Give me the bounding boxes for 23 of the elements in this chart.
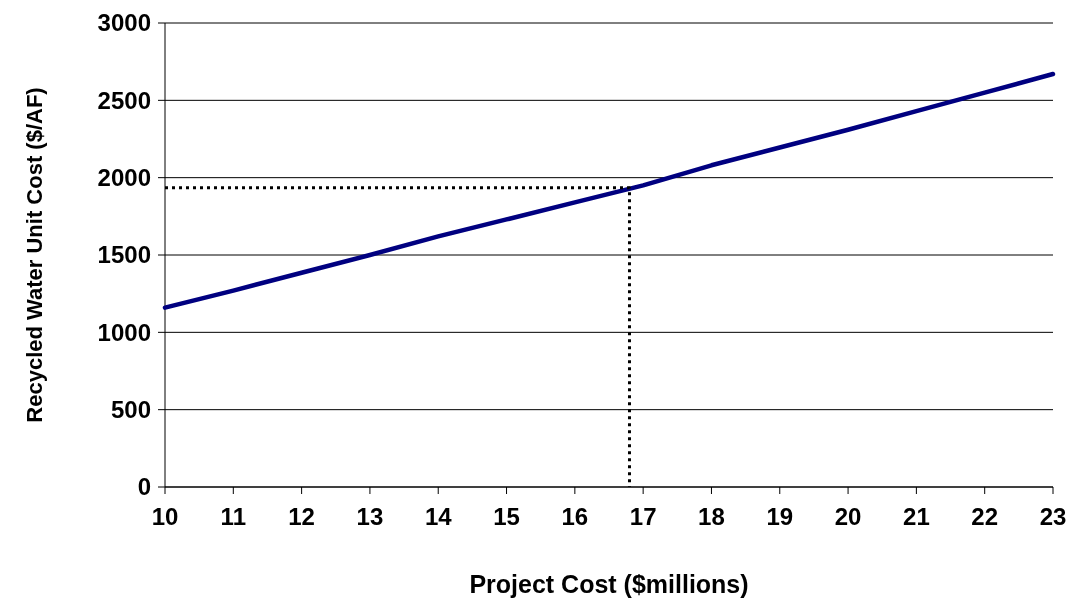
x-axis-title: Project Cost ($millions) — [469, 570, 749, 598]
y-tick-label: 0 — [137, 473, 151, 501]
y-tick-label: 3000 — [97, 9, 151, 37]
x-tick-label: 12 — [288, 503, 315, 530]
y-tick-label: 2500 — [97, 86, 151, 114]
x-tick-label: 19 — [766, 503, 794, 530]
x-tick-label: 21 — [903, 503, 930, 530]
x-tick-label: 18 — [698, 503, 725, 530]
x-tick-label: 16 — [561, 503, 589, 530]
x-tick-label: 13 — [356, 503, 384, 530]
x-tick-label: 10 — [151, 503, 179, 530]
x-tick-label: 14 — [424, 503, 453, 530]
x-tick-label: 20 — [834, 503, 862, 530]
x-tick-label: 23 — [1039, 503, 1067, 530]
y-axis-title: Recycled Water Unit Cost ($/AF) — [22, 87, 47, 423]
x-tick-label: 11 — [220, 503, 246, 530]
y-tick-label: 500 — [110, 396, 151, 424]
y-tick-label: 1500 — [97, 241, 151, 269]
y-tick-label: 2000 — [97, 164, 151, 192]
x-tick-label: 15 — [493, 503, 520, 530]
x-tick-label: 22 — [971, 503, 999, 530]
x-tick-label: 17 — [629, 503, 657, 530]
y-tick-label: 1000 — [97, 318, 151, 346]
